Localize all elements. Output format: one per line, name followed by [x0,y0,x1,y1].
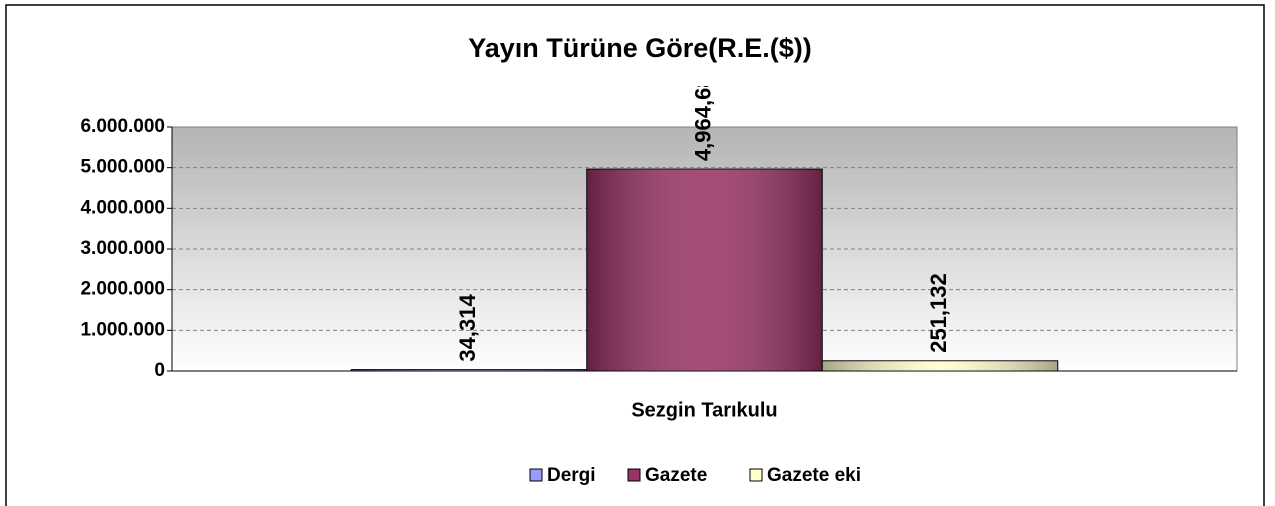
y-tick-label: 1.000.000 [80,319,165,340]
y-tick-label: 3.000.000 [80,238,165,259]
bar-shade [586,169,823,371]
bar-shade [822,360,1058,371]
legend-label: Gazete eki [767,465,861,486]
y-tick-label: 6.000.000 [80,116,165,137]
y-tick-label: 4.000.000 [80,197,165,218]
bar-shade [351,369,587,371]
legend-swatch [529,468,543,482]
y-tick-label: 2.000.000 [80,279,165,300]
data-label: 251,132 [926,273,951,353]
legend-label: Dergi [547,465,596,486]
x-tick-label: Sezgin Tarıkulu [631,399,777,421]
legend-swatch [749,468,763,482]
legend-label: Gazete [645,465,707,486]
data-label: 34,314 [455,294,480,362]
y-tick-label: 0 [154,360,165,381]
y-tick-label: 5.000.000 [80,157,165,178]
chart-title: Yayın Türüne Göre(R.E.($)) [468,33,812,63]
data-label: 4,964,680 [690,63,715,161]
legend-swatch [627,468,641,482]
